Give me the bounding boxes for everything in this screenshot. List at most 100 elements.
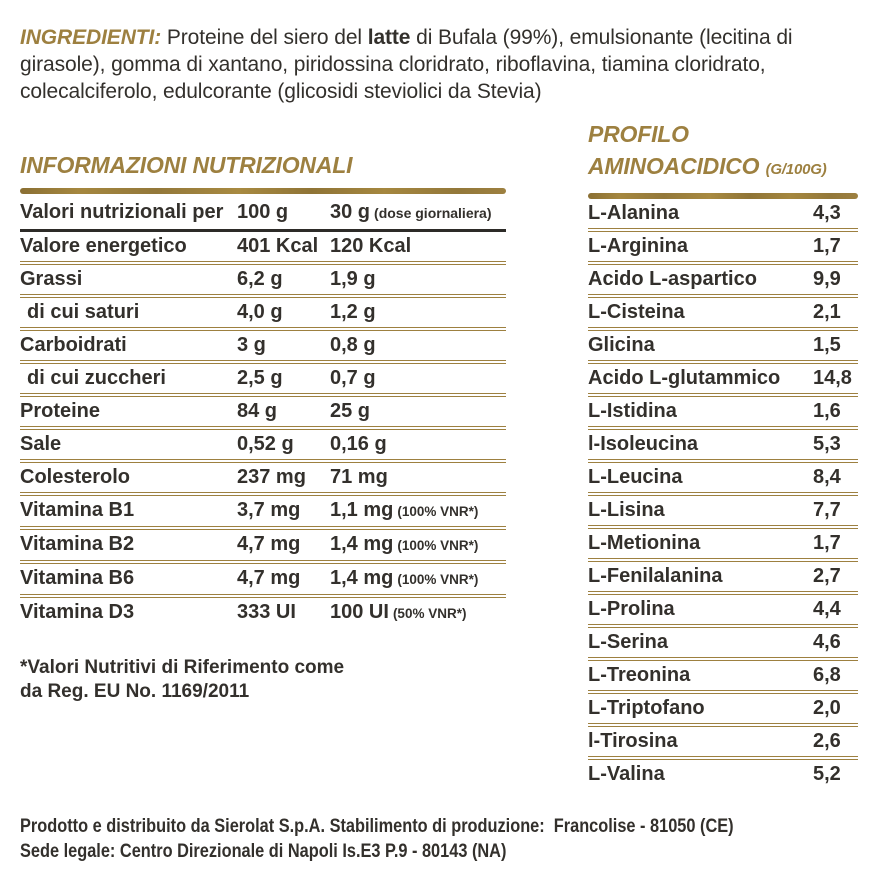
amino-acid-value: 7,7 (813, 499, 841, 521)
amino-acid-value: 5,2 (813, 763, 841, 785)
nutrient-name: Valore energetico (20, 235, 187, 257)
value-per-30g: 0,8 g (330, 334, 376, 356)
producer-info: Prodotto e distribuito da Sierolat S.p.A… (20, 814, 873, 864)
amino-acid-name: l-Isoleucina (588, 433, 699, 455)
amino-profile-section: PROFILO AMINOACIDICO (G/100G) L-Alanina … (588, 118, 858, 789)
nutrition-table-row: Vitamina D3 333 UI 100 UI (50% VNR*) (20, 594, 506, 628)
amino-acid-name: Acido L-glutammico (588, 367, 781, 389)
value-per-30g-cell: 1,2 g (330, 300, 506, 325)
nutrition-table-row: Grassi 6,2 g 1,9 g (20, 261, 506, 294)
amino-table-row: L-Fenilalanina 2,7 (588, 558, 858, 591)
value-per-30g-cell: 25 g (330, 399, 506, 424)
amino-table-row: L-Leucina 8,4 (588, 459, 858, 492)
value-per-30g-cell: 100 UI (50% VNR*) (330, 600, 506, 626)
amino-acid-name: L-Istidina (588, 400, 677, 422)
nutrient-name: di cui zuccheri (27, 367, 166, 389)
value-per-100g: 6,2 g (237, 268, 283, 290)
value-per-30g: 1,4 mg (330, 567, 394, 589)
amino-title-line-2: AMINOACIDICO (588, 153, 760, 179)
amino-table-row: L-Alanina 4,3 (588, 199, 858, 228)
amino-acid-value: 1,5 (813, 334, 841, 356)
vnr-note: (100% VNR*) (397, 504, 479, 519)
footnote-line-1: *Valori Nutritivi di Riferimento come (20, 657, 345, 678)
amino-title-underline (588, 193, 858, 199)
header-col-30g-cell: 30 g (dose giornaliera) (330, 200, 506, 226)
amino-acid-name: Glicina (588, 334, 655, 356)
nutrition-section: INFORMAZIONI NUTRIZIONALI Valori nutrizi… (20, 152, 506, 704)
nutrition-table-row: Proteine 84 g 25 g (20, 393, 506, 426)
header-label: Valori nutrizionali per (20, 201, 224, 223)
amino-table-row: L-Valina 5,2 (588, 756, 858, 789)
value-per-30g: 1,4 mg (330, 533, 394, 555)
value-per-30g: 120 Kcal (330, 235, 412, 257)
header-col-30g: 30 g (330, 201, 371, 223)
amino-title-line-1: PROFILO (588, 121, 689, 147)
header-col-100g: 100 g (237, 201, 289, 223)
amino-acid-value: 2,6 (813, 730, 841, 752)
value-per-30g-cell: 1,9 g (330, 267, 506, 292)
amino-title-unit: (G/100G) (765, 161, 827, 178)
nutrient-name: Carboidrati (20, 334, 127, 356)
amino-table: L-Alanina 4,3 L-Arginina 1,7 Acido L-asp… (588, 199, 858, 789)
amino-table-row: L-Triptofano 2,0 (588, 690, 858, 723)
amino-table-row: L-Cisteina 2,1 (588, 294, 858, 327)
nutrition-title-underline (20, 188, 506, 194)
amino-table-row: L-Lisina 7,7 (588, 492, 858, 525)
nutrition-table-row: Vitamina B1 3,7 mg 1,1 mg (100% VNR*) (20, 492, 506, 526)
amino-acid-value: 4,4 (813, 598, 841, 620)
amino-acid-name: L-Metionina (588, 532, 701, 554)
value-per-30g-cell: 1,1 mg (100% VNR*) (330, 498, 506, 524)
amino-acid-name: L-Cisteina (588, 301, 685, 323)
amino-table-row: L-Arginina 1,7 (588, 228, 858, 261)
nutrition-table-row: Vitamina B2 4,7 mg 1,4 mg (100% VNR*) (20, 526, 506, 560)
amino-table-row: Acido L-aspartico 9,9 (588, 261, 858, 294)
nutrient-name: Sale (20, 433, 62, 455)
nutrition-rows: Valore energetico 401 Kcal 120 Kcal Gras… (20, 232, 506, 628)
amino-acid-value: 2,1 (813, 301, 841, 323)
footnote-line-2: da Reg. EU No. 1169/2011 (20, 681, 250, 702)
amino-acid-value: 6,8 (813, 664, 841, 686)
nutrition-title: INFORMAZIONI NUTRIZIONALI (20, 152, 353, 178)
amino-acid-value: 9,9 (813, 268, 841, 290)
header-col-30g-note: (dose giornaliera) (374, 205, 492, 221)
vnr-note: (100% VNR*) (397, 538, 479, 553)
value-per-100g: 4,0 g (237, 301, 283, 323)
producer-line-1: Prodotto e distribuito da Sierolat S.p.A… (20, 816, 734, 837)
amino-acid-value: 2,0 (813, 697, 841, 719)
nutrient-name: di cui saturi (27, 301, 140, 323)
producer-line-2: Sede legale: Centro Direzionale di Napol… (20, 841, 507, 862)
amino-table-row: Acido L-glutammico 14,8 (588, 360, 858, 393)
ingredients-text-1: Proteine del siero del (161, 26, 368, 49)
amino-acid-name: l-Tirosina (588, 730, 678, 752)
nutrient-name: Vitamina D3 (20, 601, 135, 623)
value-per-100g: 2,5 g (237, 367, 283, 389)
amino-acid-value: 1,7 (813, 235, 841, 257)
nutrient-name: Vitamina B6 (20, 567, 135, 589)
amino-acid-name: L-Lisina (588, 499, 665, 521)
value-per-30g: 25 g (330, 400, 371, 422)
amino-acid-name: L-Serina (588, 631, 669, 653)
value-per-100g: 0,52 g (237, 433, 294, 455)
amino-acid-value: 2,7 (813, 565, 841, 587)
amino-table-row: l-Tirosina 2,6 (588, 723, 858, 756)
vnr-note: (100% VNR*) (397, 572, 479, 587)
value-per-100g: 401 Kcal (237, 235, 319, 257)
ingredients-label: INGREDIENTI: (20, 26, 162, 49)
vnr-footnote: *Valori Nutritivi di Riferimento come da… (20, 656, 506, 704)
amino-acid-value: 1,7 (813, 532, 841, 554)
value-per-30g: 1,9 g (330, 268, 376, 290)
amino-acid-name: L-Arginina (588, 235, 688, 257)
amino-acid-name: L-Prolina (588, 598, 675, 620)
nutrient-name: Grassi (20, 268, 83, 290)
amino-title: PROFILO AMINOACIDICO (G/100G) (588, 118, 858, 186)
value-per-30g: 1,2 g (330, 301, 376, 323)
value-per-100g: 3,7 mg (237, 499, 301, 521)
nutrient-name: Proteine (20, 400, 101, 422)
amino-acid-name: L-Triptofano (588, 697, 705, 719)
ingredients-text-2: di Bufala (99%), emulsionante (lecitina … (20, 26, 793, 103)
amino-acid-value: 5,3 (813, 433, 841, 455)
nutrition-table-row: di cui zuccheri 2,5 g 0,7 g (20, 360, 506, 393)
amino-acid-name: L-Alanina (588, 202, 680, 224)
nutrient-name: Vitamina B1 (20, 499, 135, 521)
